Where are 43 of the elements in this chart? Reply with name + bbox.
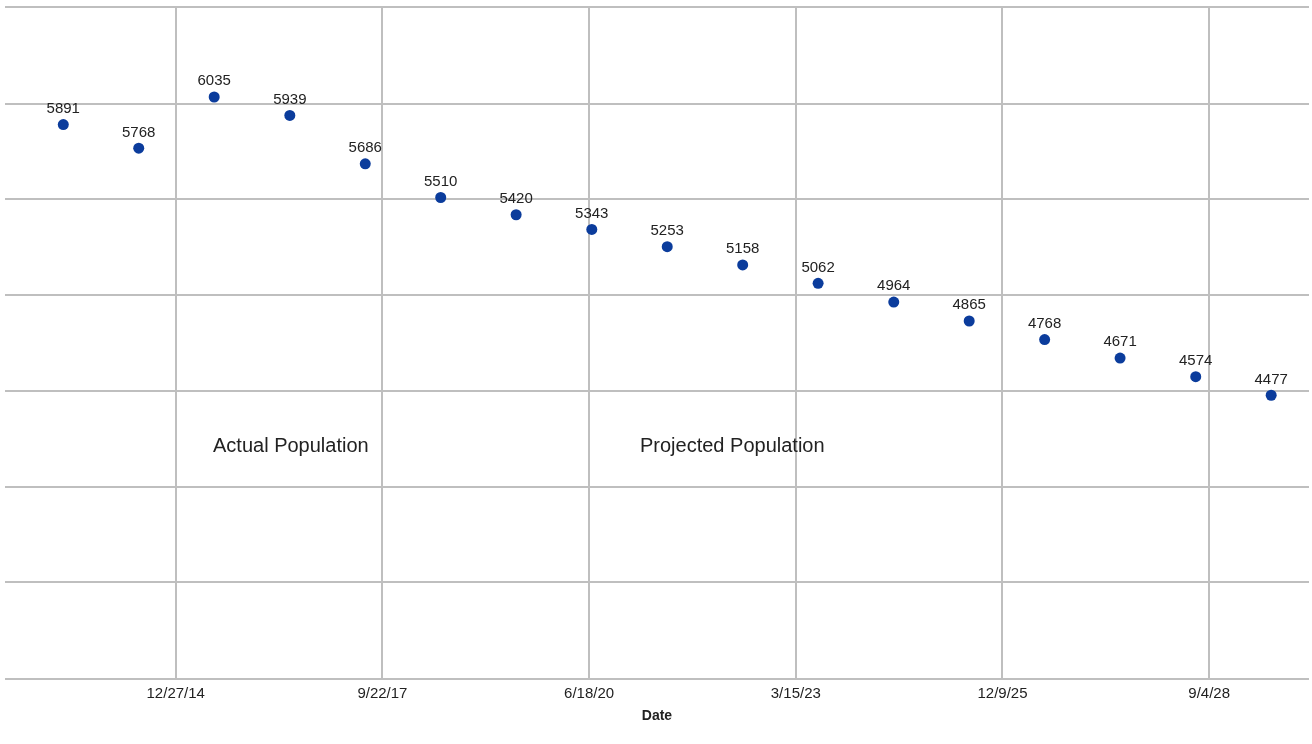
x-tick-label: 12/27/14 (146, 684, 205, 701)
x-tick-label: 12/9/25 (977, 684, 1028, 701)
data-label: 5768 (122, 122, 156, 140)
point (661, 241, 673, 253)
data-label: 5686 (348, 138, 382, 156)
point (888, 296, 900, 308)
point (284, 109, 296, 121)
annotation: Projected Population (640, 434, 825, 456)
data-label: 4768 (1027, 313, 1062, 331)
data-label: 4865 (952, 295, 986, 313)
x-tick-label: 9/4/28 (1188, 684, 1231, 701)
annotation: Actual Population (213, 434, 369, 456)
data-label: 5510 (424, 171, 458, 189)
point (812, 277, 824, 289)
x-axis-title: Date (641, 706, 673, 723)
data-label: 4964 (877, 276, 911, 294)
point (133, 142, 145, 154)
point (586, 223, 598, 235)
point (1039, 334, 1051, 346)
point (510, 209, 522, 221)
point (963, 315, 975, 327)
point (1265, 389, 1277, 401)
point (359, 158, 371, 170)
data-label: 5253 (650, 221, 684, 239)
point (1190, 371, 1202, 383)
point (57, 119, 69, 131)
data-label: 5939 (273, 89, 307, 107)
data-label: 5891 (46, 98, 80, 116)
data-label: 4574 (1179, 351, 1213, 369)
point (435, 192, 447, 204)
x-tick-label: 9/22/17 (357, 684, 408, 701)
data-label: 5420 (499, 189, 533, 207)
x-tick-label: 3/15/23 (770, 684, 821, 701)
point (1114, 352, 1126, 364)
data-label: 4671 (1103, 332, 1137, 350)
data-label: 5062 (801, 257, 835, 275)
x-tick-label: 6/18/20 (564, 684, 615, 701)
point (208, 91, 220, 103)
data-label: 4477 (1254, 369, 1288, 387)
data-label: 5158 (725, 239, 760, 257)
point (737, 259, 749, 271)
data-label: 6035 (197, 71, 231, 89)
data-label: 5343 (575, 203, 609, 221)
